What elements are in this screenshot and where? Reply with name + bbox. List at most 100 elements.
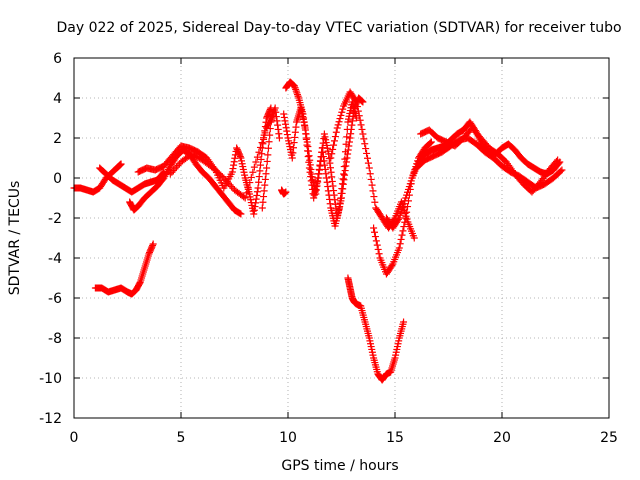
data-point xyxy=(195,154,203,162)
data-point xyxy=(282,120,290,128)
chart-title: Day 022 of 2025, Sidereal Day-to-day VTE… xyxy=(56,20,621,36)
data-point xyxy=(558,166,566,174)
data-point xyxy=(366,170,374,178)
data-point xyxy=(229,165,237,173)
data-point xyxy=(358,125,366,133)
data-point xyxy=(192,153,200,161)
data-point xyxy=(367,175,375,183)
data-point xyxy=(371,228,379,236)
data-point xyxy=(252,199,260,207)
data-point xyxy=(282,188,290,196)
data-point xyxy=(241,194,249,202)
data-point xyxy=(266,131,274,139)
data-point xyxy=(352,97,360,105)
data-point xyxy=(318,148,326,156)
data-point xyxy=(255,148,263,156)
data-point xyxy=(256,167,264,175)
data-point xyxy=(281,117,289,125)
data-point xyxy=(328,177,336,185)
y-tick-label: -2 xyxy=(48,211,62,227)
data-point xyxy=(335,118,343,126)
data-point xyxy=(301,126,309,134)
data-point xyxy=(338,194,345,202)
data-point xyxy=(306,161,314,169)
data-point xyxy=(307,165,315,173)
data-point xyxy=(191,152,199,160)
data-point xyxy=(322,170,330,178)
data-point xyxy=(364,159,372,167)
data-point xyxy=(252,158,260,166)
data-point xyxy=(246,179,254,187)
data-point xyxy=(365,164,373,172)
data-point xyxy=(339,185,347,193)
data-point xyxy=(368,181,376,189)
data-point xyxy=(401,218,409,226)
y-axis-label: SDTVAR / TECUs xyxy=(7,181,23,296)
series-g xyxy=(258,104,283,212)
data-point xyxy=(314,174,322,182)
data-point xyxy=(341,167,349,175)
data-point xyxy=(255,178,263,186)
x-tick-label: 0 xyxy=(70,430,79,446)
data-point xyxy=(290,139,298,147)
data-point xyxy=(243,189,251,197)
data-point xyxy=(400,223,408,231)
data-point xyxy=(338,108,346,116)
data-point xyxy=(256,143,264,151)
data-point xyxy=(194,153,202,161)
data-point xyxy=(338,189,346,197)
data-point xyxy=(272,108,280,116)
data-point xyxy=(265,138,273,146)
data-point xyxy=(374,245,382,253)
data-point xyxy=(275,134,283,142)
data-point xyxy=(260,193,268,201)
data-point xyxy=(166,170,174,178)
data-point xyxy=(370,193,378,201)
data-marks xyxy=(70,78,566,384)
data-point xyxy=(290,144,298,152)
data-point xyxy=(347,130,355,138)
data-point xyxy=(350,108,358,116)
data-point xyxy=(272,113,280,121)
data-point xyxy=(249,168,257,176)
data-point xyxy=(260,134,268,142)
data-point xyxy=(237,210,245,218)
data-point xyxy=(554,156,562,164)
data-point xyxy=(359,98,367,106)
data-point xyxy=(369,187,377,195)
data-point xyxy=(321,161,329,169)
data-point xyxy=(149,240,157,248)
data-point xyxy=(370,224,378,232)
data-point xyxy=(304,147,312,155)
data-point xyxy=(313,182,321,190)
data-point xyxy=(394,215,402,223)
data-point xyxy=(341,171,349,179)
data-point xyxy=(363,154,371,162)
x-tick-label: 25 xyxy=(600,430,618,446)
data-point xyxy=(306,156,314,164)
data-point xyxy=(317,157,325,165)
data-point xyxy=(271,104,279,112)
data-point xyxy=(169,167,177,175)
data-point xyxy=(250,210,258,218)
data-point xyxy=(283,127,291,135)
data-point xyxy=(395,244,403,252)
data-point xyxy=(188,150,196,158)
data-point xyxy=(258,139,266,147)
data-point xyxy=(315,170,323,178)
data-point xyxy=(189,151,197,159)
data-point xyxy=(552,157,560,165)
y-tick-label: 6 xyxy=(53,51,62,67)
data-point xyxy=(136,279,144,287)
data-point xyxy=(236,153,244,161)
data-point xyxy=(330,187,338,195)
series-l xyxy=(327,88,418,242)
data-point xyxy=(410,234,418,242)
data-point xyxy=(263,157,271,165)
data-point xyxy=(230,161,238,169)
data-point xyxy=(253,188,261,196)
data-point xyxy=(355,112,363,120)
data-point xyxy=(259,140,267,148)
series-k xyxy=(344,274,408,384)
data-point xyxy=(329,145,337,153)
